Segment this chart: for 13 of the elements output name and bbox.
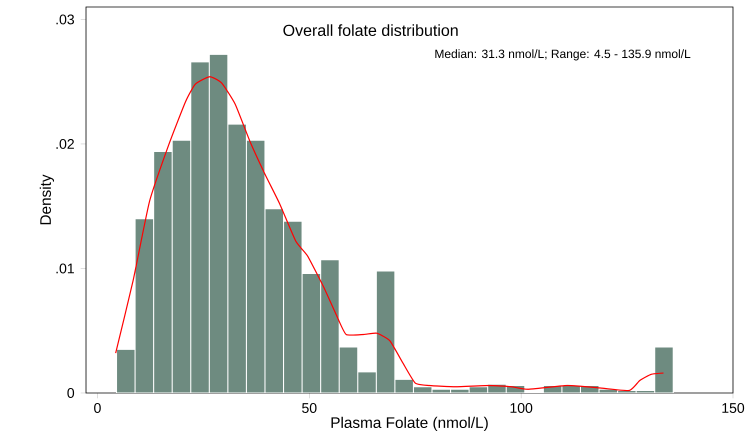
y-tick-label: .03 [56,14,74,24]
annotation: Median: 31.3 nmol/L; Range: 4.5 - 135.9 nmol/L [435,49,690,60]
x-axis-title: Plasma Folate (nmol/L) [332,416,488,432]
y-axis-title: Density [40,174,54,224]
text: Overall folate distribution [283,24,458,36]
x-tick-label: 50 [302,403,317,413]
y-tick-label: .01 [56,264,74,274]
y-tick-label: 0 [67,388,74,398]
x-tick-label: 0 [94,403,101,413]
x-tick-label: 100 [510,403,532,413]
line-series [115,76,664,392]
x-tick-label: 150 [722,403,744,413]
y-tick-label: .02 [56,139,74,149]
